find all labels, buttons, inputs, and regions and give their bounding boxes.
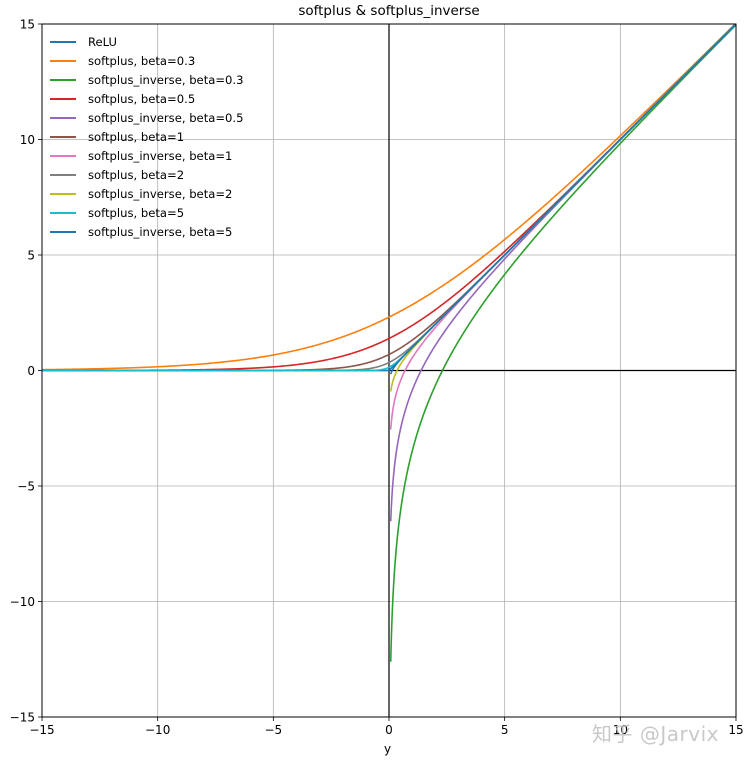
- watermark: 知乎 @Jarvix: [592, 722, 719, 746]
- y-tick-label: −10: [10, 595, 35, 609]
- x-tick-label: −5: [264, 723, 282, 737]
- legend-item: softplus, beta=2: [50, 165, 244, 184]
- legend-swatch-icon: [50, 97, 76, 100]
- legend-label: ReLU: [88, 34, 118, 49]
- x-tick-label: −15: [29, 723, 54, 737]
- legend-label: softplus_inverse, beta=1: [88, 148, 233, 163]
- legend-swatch-icon: [50, 59, 76, 62]
- axis-ticks: −15 −10 −5 0 5 10 15 −15 −10 −5 0 5 10 15: [10, 18, 744, 738]
- y-tick-label: 0: [27, 364, 35, 378]
- y-tick-label: −5: [17, 480, 35, 494]
- legend-swatch-icon: [50, 135, 76, 138]
- legend-item: softplus_inverse, beta=0.3: [50, 70, 244, 89]
- legend-swatch-icon: [50, 40, 76, 43]
- legend-label: softplus, beta=2: [88, 167, 185, 182]
- legend-swatch-icon: [50, 154, 76, 157]
- legend-swatch-icon: [50, 173, 76, 176]
- y-tick-label: 15: [20, 18, 35, 32]
- curves: [42, 24, 736, 662]
- x-tick-label: 0: [385, 723, 393, 737]
- legend-item: softplus, beta=0.5: [50, 89, 244, 108]
- legend-label: softplus, beta=1: [88, 129, 185, 144]
- series-line-8: [389, 24, 736, 392]
- legend-item: softplus_inverse, beta=2: [50, 184, 244, 203]
- legend-label: softplus_inverse, beta=0.3: [88, 72, 244, 87]
- x-tick-label: 15: [728, 723, 743, 737]
- series-line-2: [389, 24, 736, 662]
- y-tick-label: 10: [20, 133, 35, 147]
- legend-label: softplus_inverse, beta=0.5: [88, 110, 244, 125]
- x-tick-label: 5: [501, 723, 509, 737]
- y-tick-label: −15: [10, 711, 35, 725]
- x-axis-label: y: [384, 742, 392, 756]
- series-line-1: [42, 24, 736, 371]
- legend-item: ReLU: [50, 32, 244, 51]
- legend-item: softplus, beta=0.3: [50, 51, 244, 70]
- x-tick-label: 10: [613, 723, 628, 737]
- x-tick-label: −10: [145, 723, 170, 737]
- legend-item: softplus, beta=5: [50, 203, 244, 222]
- legend-swatch-icon: [50, 211, 76, 214]
- legend-swatch-icon: [50, 116, 76, 119]
- chart-title: softplus & softplus_inverse: [298, 3, 480, 19]
- legend-label: softplus, beta=0.5: [88, 91, 196, 106]
- legend-swatch-icon: [50, 78, 76, 81]
- legend-swatch-icon: [50, 230, 76, 233]
- legend-item: softplus_inverse, beta=0.5: [50, 108, 244, 127]
- legend-swatch-icon: [50, 192, 76, 195]
- legend-label: softplus, beta=5: [88, 205, 185, 220]
- legend: ReLU softplus, beta=0.3 softplus_inverse, …: [50, 32, 244, 241]
- legend-label: softplus_inverse, beta=5: [88, 224, 233, 239]
- legend-item: softplus_inverse, beta=1: [50, 146, 244, 165]
- legend-item: softplus_inverse, beta=5: [50, 222, 244, 241]
- series-line-10: [389, 24, 736, 375]
- legend-label: softplus_inverse, beta=2: [88, 186, 233, 201]
- y-tick-label: 5: [27, 249, 35, 263]
- series-line-4: [389, 24, 736, 522]
- legend-label: softplus, beta=0.3: [88, 53, 196, 68]
- legend-item: softplus, beta=1: [50, 127, 244, 146]
